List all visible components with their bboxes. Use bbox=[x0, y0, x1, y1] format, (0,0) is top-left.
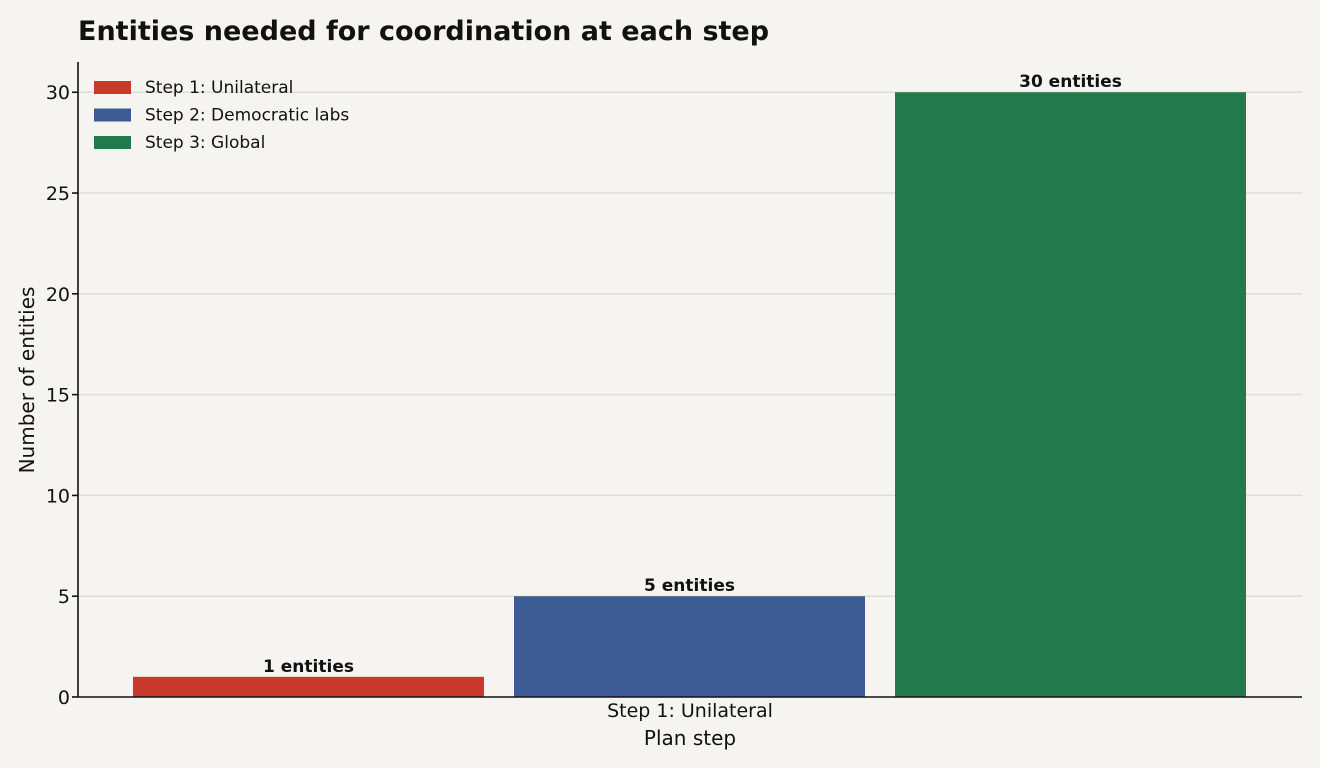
legend-swatch bbox=[94, 136, 131, 149]
data-labels: 1 entities 5 entities 30 entities bbox=[263, 72, 1122, 677]
chart-title: Entities needed for coordination at each… bbox=[78, 16, 769, 47]
y-tick-label: 15 bbox=[46, 385, 70, 407]
legend-swatch bbox=[94, 108, 131, 122]
y-axis-ticks: 0 5 10 15 20 25 30 bbox=[46, 82, 78, 709]
x-tick-label: Step 1: Unilateral bbox=[607, 700, 773, 722]
y-axis-label: Number of entities bbox=[15, 287, 39, 474]
bar-value-label: 5 entities bbox=[644, 576, 735, 596]
x-axis-label: Plan step bbox=[644, 726, 736, 750]
legend-label: Step 3: Global bbox=[145, 133, 265, 153]
bar-2 bbox=[514, 596, 865, 697]
bar-value-label: 30 entities bbox=[1019, 72, 1122, 92]
y-tick-label: 30 bbox=[46, 82, 70, 104]
y-tick-label: 0 bbox=[58, 687, 70, 709]
y-tick-label: 20 bbox=[46, 284, 70, 306]
legend: Step 1: Unilateral Step 2: Democratic lab… bbox=[94, 78, 349, 153]
legend-label: Step 2: Democratic labs bbox=[145, 106, 349, 126]
legend-swatch bbox=[94, 81, 131, 94]
legend-label: Step 1: Unilateral bbox=[145, 78, 293, 98]
y-tick-label: 5 bbox=[58, 586, 70, 608]
bar-value-label: 1 entities bbox=[263, 657, 354, 677]
y-tick-label: 25 bbox=[46, 183, 70, 205]
bar-1 bbox=[133, 676, 484, 697]
bars bbox=[133, 92, 1246, 697]
bar-3 bbox=[895, 92, 1246, 697]
y-tick-label: 10 bbox=[46, 485, 70, 507]
